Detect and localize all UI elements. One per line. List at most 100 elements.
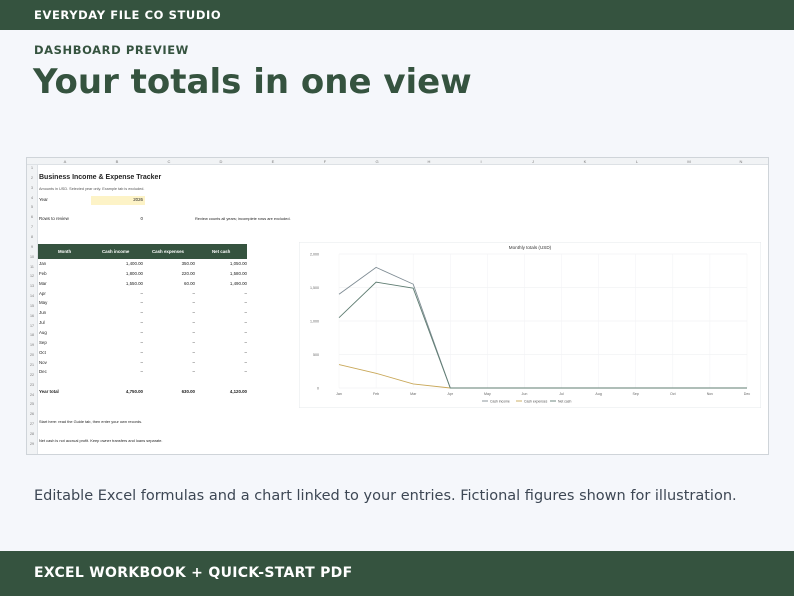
- amount-cell: 1,490.00: [229, 280, 247, 286]
- column-header[interactable]: I: [480, 159, 482, 164]
- row-header[interactable]: 24: [30, 392, 34, 397]
- chart-title: Monthly totals (USD): [509, 245, 552, 250]
- total-label: Year total: [39, 389, 59, 394]
- column-header[interactable]: L: [635, 159, 639, 164]
- row-header[interactable]: 26: [30, 412, 34, 417]
- x-tick-label: Apr: [447, 392, 453, 396]
- sheet-subtitle: Amounts in USD. Selected year only. Exam…: [39, 187, 145, 191]
- row-header[interactable]: 1: [31, 166, 33, 170]
- row-header[interactable]: 25: [30, 402, 34, 407]
- amount-cell: –: [140, 369, 143, 375]
- column-header[interactable]: J: [532, 159, 534, 164]
- row-header[interactable]: 12: [30, 274, 34, 279]
- row-header[interactable]: 21: [30, 363, 34, 367]
- x-tick-label: Dec: [744, 392, 751, 396]
- year-value[interactable]: 2026: [133, 197, 143, 202]
- column-header[interactable]: N: [739, 159, 743, 164]
- row-header[interactable]: 28: [30, 431, 34, 436]
- year-input-cell[interactable]: [91, 196, 145, 205]
- th-cash-expenses: Cash expenses: [152, 249, 184, 254]
- amount-cell: –: [192, 310, 195, 316]
- row-header[interactable]: 14: [30, 294, 34, 299]
- eyebrow: DASHBOARD PREVIEW: [34, 43, 189, 57]
- legend-label: Cash income: [490, 399, 510, 403]
- amount-cell: –: [244, 310, 247, 316]
- row-header[interactable]: 11: [30, 264, 34, 269]
- row-header[interactable]: 18: [30, 333, 34, 338]
- month-cell: Jan: [39, 261, 47, 266]
- row-header[interactable]: 3: [31, 185, 33, 190]
- month-cell: Nov: [39, 359, 47, 365]
- month-cell: Apr: [39, 290, 46, 296]
- amount-cell: –: [140, 339, 143, 345]
- row-header[interactable]: 15: [30, 303, 34, 308]
- column-header[interactable]: K: [583, 159, 587, 164]
- y-tick-label: 500: [313, 353, 319, 357]
- amount-cell: –: [192, 369, 195, 375]
- column-header[interactable]: A: [63, 159, 67, 164]
- x-tick-label: Jun: [522, 392, 528, 396]
- amount-cell: –: [140, 320, 143, 326]
- row-header[interactable]: 17: [30, 323, 34, 328]
- row-header-bar: 1 2 3 4 5 6 7 8 9 10 11 12 13 14 15 16 17 18 19 20 21 22 23 24 2…: [27, 165, 38, 454]
- amount-cell: –: [244, 369, 247, 375]
- amount-cell: –: [192, 300, 195, 306]
- th-cash-income: Cash income: [102, 249, 130, 254]
- row-header[interactable]: 23: [30, 382, 34, 387]
- month-cell: Jun: [39, 310, 47, 316]
- row-header[interactable]: 10: [30, 254, 34, 259]
- x-tick-label: Oct: [670, 392, 676, 396]
- amount-cell: 1,800.00: [125, 270, 143, 276]
- amount-cell: –: [244, 359, 247, 365]
- month-cell: Aug: [39, 329, 47, 335]
- month-cell: Sep: [39, 339, 47, 345]
- column-header[interactable]: F: [323, 159, 327, 164]
- row-header[interactable]: 7: [31, 225, 33, 230]
- x-tick-label: Sep: [633, 392, 639, 396]
- amount-cell: –: [244, 320, 247, 326]
- row-header[interactable]: 20: [30, 353, 34, 358]
- column-header[interactable]: E: [271, 159, 275, 164]
- row-header[interactable]: 22: [30, 372, 34, 377]
- amount-cell: –: [244, 300, 247, 306]
- column-header[interactable]: H: [427, 159, 431, 164]
- y-tick-label: 1,000: [310, 320, 319, 324]
- row-header[interactable]: 4: [31, 195, 33, 200]
- row-header[interactable]: 16: [30, 313, 34, 318]
- row-header[interactable]: 9: [31, 244, 33, 249]
- row-header[interactable]: 6: [31, 215, 33, 220]
- th-month: Month: [58, 249, 72, 254]
- review-label: Rows to review: [39, 216, 69, 221]
- total-expenses: 630.00: [181, 389, 195, 394]
- month-cell: Jul: [39, 320, 45, 326]
- sheet-note-start: Start here: read the Guide tab, then ent…: [39, 419, 143, 424]
- monthly-totals-chart[interactable]: Monthly totals (USD) 0 500 1,000 1,500 2,000 J…: [299, 242, 761, 408]
- row-header[interactable]: 19: [30, 343, 34, 348]
- amount-cell: 1,050.00: [229, 261, 247, 266]
- top-bar: EVERYDAY FILE CO STUDIO: [0, 0, 794, 30]
- amount-cell: –: [140, 290, 143, 296]
- x-tick-label: Jan: [336, 392, 342, 396]
- column-header[interactable]: D: [219, 159, 223, 164]
- amount-cell: 1,550.00: [125, 280, 143, 286]
- column-header[interactable]: C: [167, 159, 171, 164]
- x-tick-label: Mar: [410, 392, 417, 396]
- column-header[interactable]: B: [115, 159, 119, 164]
- row-header[interactable]: 27: [30, 422, 34, 427]
- row-header[interactable]: 29: [30, 441, 34, 446]
- column-header[interactable]: G: [375, 159, 379, 164]
- y-tick-label: 2,000: [310, 253, 319, 257]
- brand-name: EVERYDAY FILE CO STUDIO: [34, 8, 222, 22]
- row-header[interactable]: 5: [31, 205, 33, 210]
- amount-cell: –: [140, 359, 143, 365]
- month-cell: Dec: [39, 369, 47, 375]
- row-header[interactable]: 2: [31, 175, 33, 180]
- y-tick-label: 0: [317, 387, 319, 391]
- x-tick-label: Nov: [707, 392, 714, 396]
- row-header[interactable]: 8: [31, 234, 33, 239]
- column-header[interactable]: M: [687, 159, 691, 164]
- caption: Editable Excel formulas and a chart link…: [34, 488, 737, 504]
- row-header[interactable]: 13: [30, 284, 34, 289]
- x-tick-label: Aug: [595, 392, 601, 396]
